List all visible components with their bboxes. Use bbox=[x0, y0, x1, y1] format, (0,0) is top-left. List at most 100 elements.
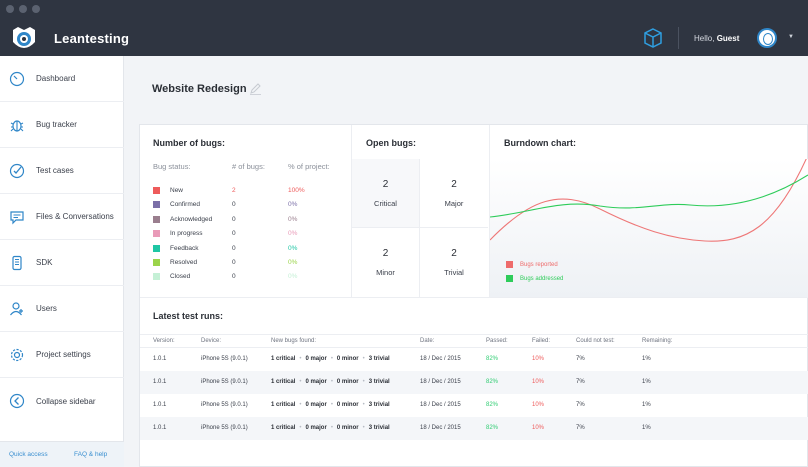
cell-version: 1.0.1 bbox=[153, 379, 167, 385]
cell-remaining: 1% bbox=[642, 425, 651, 431]
major-count: 0 major bbox=[305, 425, 327, 431]
major-count: 0 major bbox=[305, 379, 327, 385]
dashboard-card: Number of bugs: Bug status: # of bugs: %… bbox=[139, 124, 808, 467]
cell-version: 1.0.1 bbox=[153, 425, 167, 431]
critical-count: 1 critical bbox=[271, 379, 296, 385]
table-row[interactable]: 1.0.1 iPhone 5S (9.0.1) 1 critical • 0 major… bbox=[140, 371, 808, 394]
sidebar-item-test-cases[interactable]: Test cases bbox=[0, 148, 124, 194]
latest-test-runs-title: Latest test runs: bbox=[153, 311, 224, 321]
open-bugs-trivial[interactable]: 2 Trivial bbox=[420, 228, 488, 297]
table-row[interactable]: 1.0.1 iPhone 5S (9.0.1) 1 critical • 0 major… bbox=[140, 348, 808, 371]
open-bugs-count: 2 bbox=[382, 179, 389, 190]
trivial-count: 3 trivial bbox=[368, 356, 390, 362]
bug-status-row[interactable]: Confirmed 0 0% bbox=[140, 198, 352, 212]
cell-could-not-test: 7% bbox=[576, 356, 585, 362]
table-header-border bbox=[140, 347, 808, 348]
faq-help-link[interactable]: FAQ & help bbox=[74, 451, 108, 458]
minimize-window-dot[interactable] bbox=[19, 5, 27, 13]
bullet-separator: • bbox=[362, 356, 365, 362]
maximize-window-dot[interactable] bbox=[32, 5, 40, 13]
status-name: Confirmed bbox=[170, 201, 200, 209]
status-swatch bbox=[153, 230, 160, 238]
status-count: 0 bbox=[232, 244, 236, 252]
sidebar-item-project-settings[interactable]: Project settings bbox=[0, 332, 124, 378]
col-header-new-bugs: New bugs found: bbox=[271, 338, 317, 344]
leantesting-logo-icon[interactable] bbox=[9, 24, 39, 54]
bullet-separator: • bbox=[330, 379, 333, 385]
cell-version: 1.0.1 bbox=[153, 356, 167, 362]
bugs-addressed-line bbox=[489, 174, 808, 218]
sidebar-item-sdk[interactable]: SDK bbox=[0, 240, 124, 286]
avatar[interactable] bbox=[757, 28, 777, 48]
window-controls bbox=[6, 5, 40, 13]
app-name[interactable]: Leantesting bbox=[54, 31, 130, 46]
user-greeting: Hello, Guest bbox=[694, 34, 739, 43]
bullet-separator: • bbox=[362, 402, 365, 408]
table-row[interactable]: 1.0.1 iPhone 5S (9.0.1) 1 critical • 0 major… bbox=[140, 394, 808, 417]
legend-swatch bbox=[506, 261, 513, 268]
table-row[interactable]: 1.0.1 iPhone 5S (9.0.1) 1 critical • 0 major… bbox=[140, 417, 808, 440]
cell-could-not-test: 7% bbox=[576, 379, 585, 385]
status-name: In progress bbox=[170, 230, 203, 238]
open-bugs-major[interactable]: 2 Major bbox=[420, 159, 488, 228]
minor-count: 0 minor bbox=[336, 402, 359, 408]
cube-icon[interactable] bbox=[642, 27, 664, 49]
critical-count: 1 critical bbox=[271, 425, 296, 431]
sidebar-footer: Quick access FAQ & help bbox=[0, 441, 124, 467]
sidebar-item-dashboard[interactable]: Dashboard bbox=[0, 56, 124, 102]
burndown-plot bbox=[489, 154, 808, 242]
status-name: Closed bbox=[170, 273, 191, 281]
bug-status-row[interactable]: In progress 0 0% bbox=[140, 227, 352, 241]
status-name: Feedback bbox=[170, 244, 199, 252]
cell-device: iPhone 5S (9.0.1) bbox=[201, 356, 248, 362]
col-header-remaining: Remaining: bbox=[642, 338, 673, 344]
chevron-left-icon bbox=[9, 393, 25, 409]
cell-new-bugs: 1 critical • 0 major • 0 minor • 3 trivial bbox=[271, 402, 390, 408]
bullet-separator: • bbox=[362, 379, 365, 385]
status-percent: 0% bbox=[288, 244, 298, 252]
bug-count-header: # of bugs: bbox=[232, 162, 265, 171]
cell-remaining: 1% bbox=[642, 402, 651, 408]
cell-passed: 82% bbox=[486, 402, 499, 408]
cell-date: 18 / Dec / 2015 bbox=[420, 402, 461, 408]
bug-status-row[interactable]: Feedback 0 0% bbox=[140, 242, 352, 256]
bug-status-header: Bug status: bbox=[153, 162, 191, 171]
open-bugs-label: Trivial bbox=[444, 268, 464, 277]
users-icon bbox=[10, 301, 23, 315]
cell-failed: 10% bbox=[532, 379, 545, 385]
mobile-device-icon bbox=[12, 255, 22, 270]
open-bugs-minor[interactable]: 2 Minor bbox=[352, 228, 420, 297]
legend-swatch bbox=[506, 275, 513, 282]
status-percent: 0% bbox=[288, 259, 298, 266]
user-menu-chevron-down-icon[interactable]: ▼ bbox=[788, 34, 794, 40]
status-swatch bbox=[153, 244, 160, 252]
bug-status-row[interactable]: Acknowledged 0 0% bbox=[140, 213, 352, 227]
status-count: 2 bbox=[232, 187, 236, 194]
bullet-separator: • bbox=[299, 356, 302, 362]
status-swatch bbox=[153, 259, 160, 266]
close-window-dot[interactable] bbox=[6, 5, 14, 13]
header-divider bbox=[678, 27, 679, 49]
speedometer-icon bbox=[9, 71, 25, 86]
open-bugs-count: 2 bbox=[451, 179, 457, 190]
quick-access-link[interactable]: Quick access bbox=[9, 451, 48, 458]
bug-status-row[interactable]: New 2 100% bbox=[140, 184, 352, 198]
cell-new-bugs: 1 critical • 0 major • 0 minor • 3 trivial bbox=[271, 425, 390, 431]
status-percent: 0% bbox=[288, 201, 298, 209]
critical-count: 1 critical bbox=[271, 402, 296, 408]
sidebar-item-collapse[interactable]: Collapse sidebar bbox=[0, 378, 124, 424]
status-count: 0 bbox=[232, 230, 236, 238]
sidebar-item-users[interactable]: Users bbox=[0, 286, 124, 332]
critical-count: 1 critical bbox=[271, 356, 296, 362]
sidebar-item-label: Collapse sidebar bbox=[36, 396, 96, 406]
cell-new-bugs: 1 critical • 0 major • 0 minor • 3 trivial bbox=[271, 356, 390, 362]
legend-label: Bugs reported bbox=[520, 262, 558, 268]
open-bugs-critical[interactable]: 2 Critical bbox=[352, 159, 420, 228]
sidebar-item-files-conversations[interactable]: Files & Conversations bbox=[0, 194, 124, 240]
bug-status-row[interactable]: Closed 0 0% bbox=[140, 270, 352, 284]
bug-status-row[interactable]: Resolved 0 0% bbox=[140, 256, 352, 270]
sidebar-item-bug-tracker[interactable]: Bug tracker bbox=[0, 102, 124, 148]
cell-could-not-test: 7% bbox=[576, 402, 585, 408]
pencil-edit-icon[interactable] bbox=[249, 82, 262, 95]
status-name: New bbox=[170, 187, 184, 194]
